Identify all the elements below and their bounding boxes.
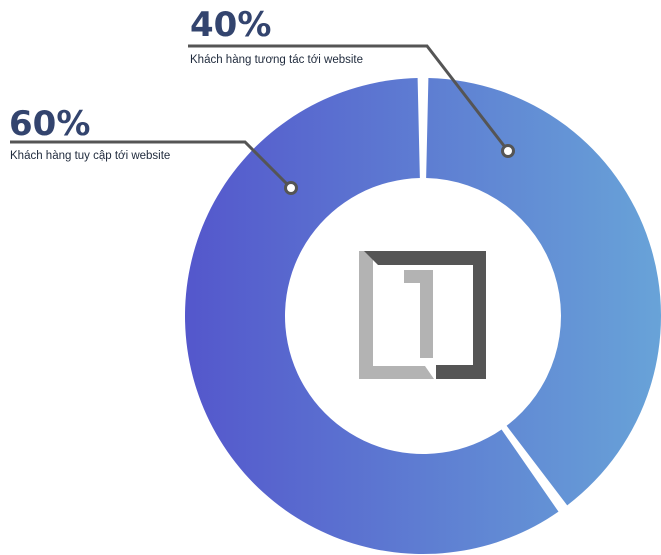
value-label-60: 60% (9, 104, 90, 144)
logo-light-frame-left (359, 251, 373, 379)
donut-slice-60 (185, 78, 559, 555)
category-label-60: Khách hàng tuy cập tới website (10, 150, 170, 162)
leader-dot-40 (501, 144, 515, 158)
leader-line-40 (188, 44, 510, 152)
annotation-60: 60% Khách hàng tuy cập tới website (9, 104, 298, 195)
logo-light-frame-bottom (359, 366, 434, 379)
digit-one-logo-icon (359, 251, 486, 379)
leader-dot-60 (284, 181, 298, 195)
annotation-40: 40% Khách hàng tương tác tới website (188, 5, 515, 158)
category-label-40: Khách hàng tương tác tới website (190, 54, 363, 66)
donut-slice-40 (426, 78, 661, 506)
logo-one-stroke (404, 270, 433, 358)
donut-slices (185, 78, 661, 555)
leader-line-60 (10, 140, 293, 190)
value-label-40: 40% (190, 5, 271, 45)
logo-dark-frame-top (364, 251, 486, 379)
